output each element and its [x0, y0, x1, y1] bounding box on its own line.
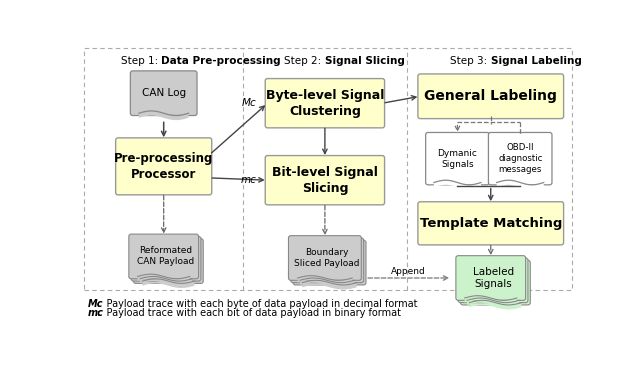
Polygon shape [434, 180, 481, 190]
FancyBboxPatch shape [418, 74, 564, 119]
Text: Mc: Mc [88, 299, 103, 309]
Text: Step 3:: Step 3: [451, 56, 491, 66]
FancyBboxPatch shape [131, 71, 197, 116]
Text: Template Matching: Template Matching [420, 217, 562, 230]
Bar [84, 48, 572, 290]
Text: Step 2:: Step 2: [284, 56, 325, 66]
Polygon shape [469, 300, 522, 310]
Polygon shape [300, 278, 355, 287]
Text: :  Payload trace with each bit of data payload in binary format: : Payload trace with each bit of data pa… [97, 309, 401, 318]
Text: Labeled
Signals: Labeled Signals [472, 267, 514, 289]
Text: Signal Labeling: Signal Labeling [491, 56, 582, 66]
FancyBboxPatch shape [418, 202, 564, 245]
Text: Boundary
Sliced Payload: Boundary Sliced Payload [294, 248, 360, 268]
Polygon shape [138, 274, 189, 283]
FancyBboxPatch shape [131, 236, 201, 281]
Text: Data Pre-processing: Data Pre-processing [161, 56, 281, 66]
FancyBboxPatch shape [289, 236, 362, 280]
Text: Mc: Mc [242, 98, 257, 108]
FancyBboxPatch shape [426, 132, 489, 185]
Polygon shape [142, 279, 195, 288]
Text: :  Payload trace with each byte of data payload in decimal format: : Payload trace with each byte of data p… [97, 299, 417, 309]
FancyBboxPatch shape [488, 132, 552, 185]
FancyBboxPatch shape [293, 240, 366, 285]
Text: mc: mc [88, 309, 104, 318]
Polygon shape [298, 276, 352, 285]
Text: Step 1:: Step 1: [121, 56, 161, 66]
FancyBboxPatch shape [291, 238, 364, 283]
Polygon shape [497, 180, 544, 190]
Text: mc: mc [241, 175, 257, 185]
Text: Byte-level Signal
Clustering: Byte-level Signal Clustering [266, 89, 384, 118]
FancyBboxPatch shape [461, 260, 531, 305]
Text: Dymanic
Signals: Dymanic Signals [438, 149, 477, 169]
Text: Reformated
CAN Payload: Reformated CAN Payload [138, 246, 195, 266]
FancyBboxPatch shape [458, 258, 528, 303]
Text: CAN Log: CAN Log [141, 88, 186, 98]
Polygon shape [139, 111, 189, 120]
FancyBboxPatch shape [265, 156, 385, 205]
Polygon shape [465, 296, 516, 305]
Text: Signal Slicing: Signal Slicing [325, 56, 404, 66]
Polygon shape [302, 280, 357, 290]
FancyBboxPatch shape [456, 256, 525, 300]
FancyBboxPatch shape [116, 138, 212, 195]
FancyBboxPatch shape [129, 234, 198, 279]
Polygon shape [467, 298, 519, 307]
Text: Pre-processing
Processor: Pre-processing Processor [114, 152, 213, 181]
Polygon shape [140, 276, 192, 286]
FancyBboxPatch shape [134, 239, 204, 283]
Text: General Labeling: General Labeling [424, 89, 557, 103]
Text: Bit-level Signal
Slicing: Bit-level Signal Slicing [272, 166, 378, 195]
Text: Append: Append [391, 267, 426, 276]
Text: OBD-II
diagnostic
messages: OBD-II diagnostic messages [498, 143, 542, 174]
FancyBboxPatch shape [265, 79, 385, 128]
